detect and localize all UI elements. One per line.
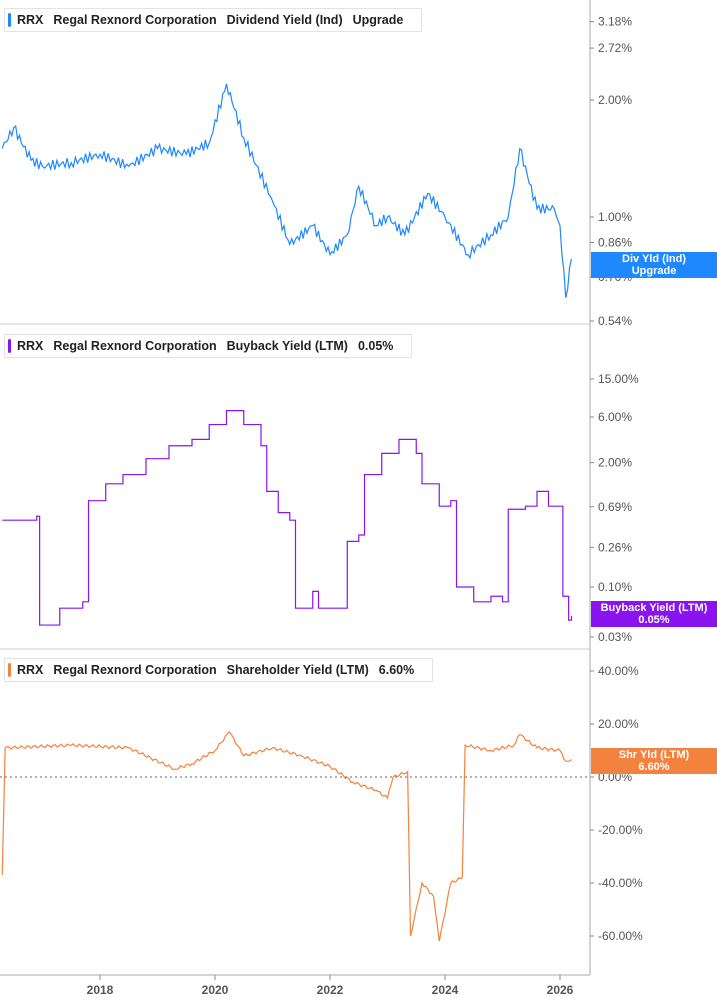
tag-value: Upgrade (631, 265, 677, 277)
legend-metric: Dividend Yield (Ind) (226, 13, 343, 27)
value-tag-buyback: Buyback Yield (LTM) 0.05% (591, 601, 717, 627)
y-tick-label: 0.03% (598, 630, 632, 644)
series-line-2 (1, 731, 572, 942)
tag-value: 0.05% (638, 614, 670, 626)
legend-ticker: RRX (17, 13, 44, 27)
y-tick-label: 2.72% (598, 41, 632, 55)
legend-dividend: RRX Regal Rexnord Corporation Dividend Yie… (4, 8, 423, 32)
series-line-1 (2, 410, 573, 626)
tag-label: Shr Yld (LTM) (618, 749, 690, 761)
y-tick-label: 1.00% (598, 210, 632, 224)
y-tick-label: 40.00% (598, 664, 639, 678)
y-tick-label: 3.18% (598, 15, 632, 29)
x-tick-label: 2024 (432, 983, 459, 997)
y-tick-label: -60.00% (598, 929, 643, 943)
tag-label: Buyback Yield (LTM) (600, 602, 708, 614)
y-tick-label: 6.00% (598, 410, 632, 424)
y-tick-label: 2.00% (598, 93, 632, 107)
y-tick-label: 2.00% (598, 456, 632, 470)
legend-buyback: RRX Regal Rexnord Corporation Buyback Yiel… (4, 334, 413, 358)
value-tag-dividend: Div Yld (Ind) Upgrade (591, 252, 717, 278)
series-line-0 (1, 83, 573, 298)
x-tick-label: 2020 (202, 983, 229, 997)
y-tick-label: 20.00% (598, 717, 639, 731)
y-tick-label: -20.00% (598, 823, 643, 837)
legend-ticker: RRX (17, 663, 44, 677)
legend-shareholder: RRX Regal Rexnord Corporation Shareholder … (4, 658, 434, 682)
legend-metric: Shareholder Yield (LTM) (226, 663, 369, 677)
tag-label: Div Yld (Ind) (622, 253, 686, 265)
legend-value: 6.60% (378, 663, 415, 677)
y-tick-label: 0.54% (598, 314, 632, 328)
x-tick-label: 2022 (317, 983, 344, 997)
legend-company: Regal Rexnord Corporation (53, 663, 217, 677)
y-tick-label: 0.86% (598, 235, 632, 249)
legend-company: Regal Rexnord Corporation (53, 339, 217, 353)
y-tick-label: 0.69% (598, 500, 632, 514)
y-tick-label: 15.00% (598, 372, 639, 386)
legend-value[interactable]: Upgrade (352, 13, 404, 27)
x-tick-label: 2018 (87, 983, 114, 997)
legend-metric: Buyback Yield (LTM) (226, 339, 348, 353)
x-tick-label: 2026 (547, 983, 574, 997)
legend-company: Regal Rexnord Corporation (53, 13, 217, 27)
tag-value: 6.60% (638, 761, 670, 773)
y-tick-label: 0.26% (598, 540, 632, 554)
legend-ticker: RRX (17, 339, 44, 353)
value-tag-shareholder: Shr Yld (LTM) 6.60% (591, 748, 717, 774)
y-tick-label: -40.00% (598, 876, 643, 890)
y-tick-label: 0.10% (598, 580, 632, 594)
legend-value: 0.05% (357, 339, 394, 353)
